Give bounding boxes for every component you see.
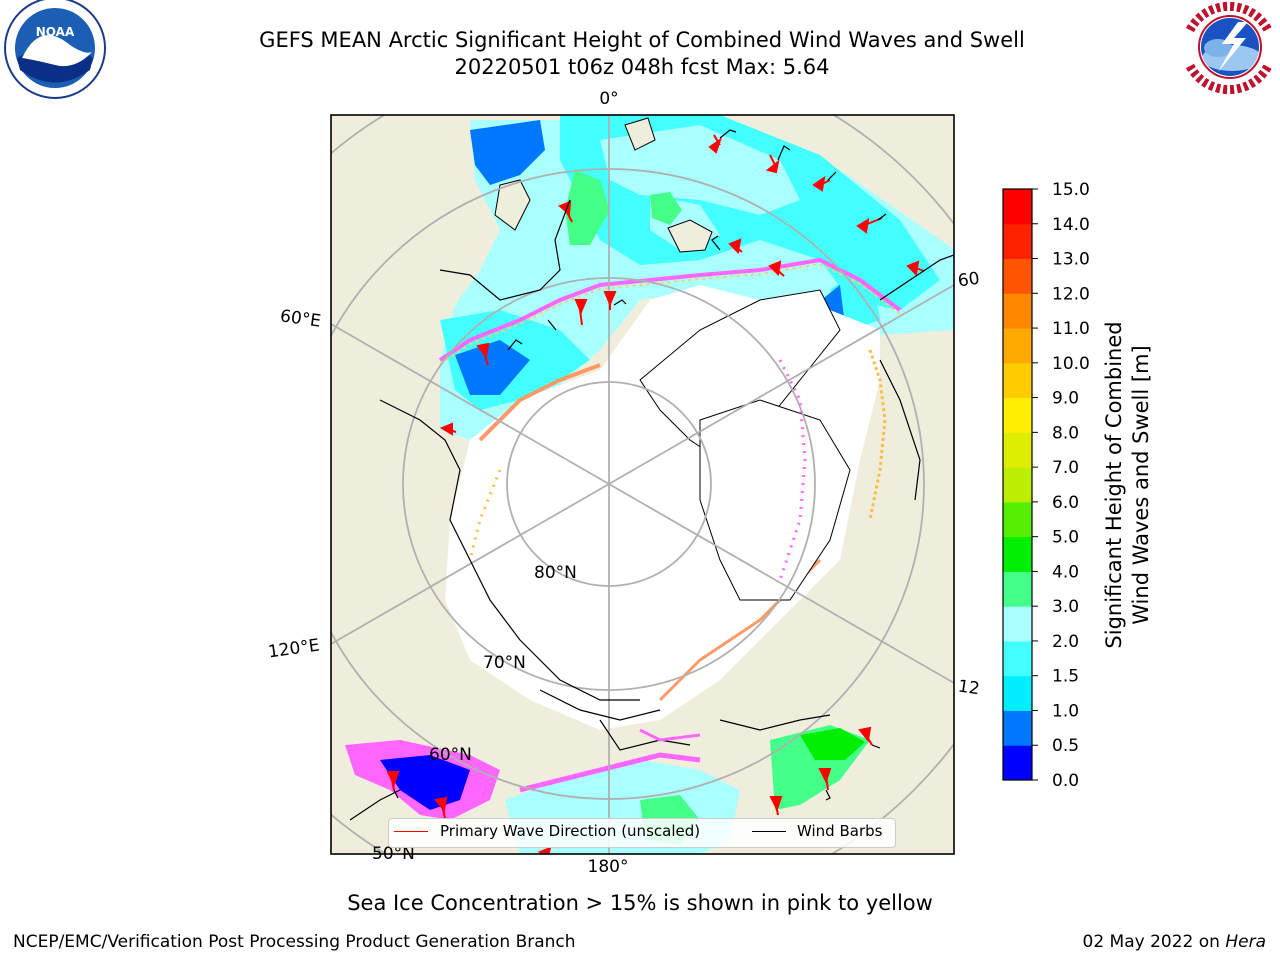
colorbar: 0.0 0.5 1.0 1.5 2.0 3.0 4.0 5.0 6.0 7.0 8.0 9.0 10.0… xyxy=(1002,180,1090,791)
colorbar-tick-label: 1.0 xyxy=(1052,701,1079,721)
wave-direction-legend-line xyxy=(394,831,428,832)
colorbar-segment xyxy=(1003,223,1032,260)
wind-barbs-legend-label: Wind Barbs xyxy=(797,822,883,840)
wave-direction-arrows xyxy=(386,134,925,854)
colorbar-tick-label: 3.0 xyxy=(1052,597,1079,617)
lat-label-50n: 50°N xyxy=(372,844,415,864)
colorbar-segment xyxy=(1003,606,1032,642)
colorbar-segment xyxy=(1003,571,1032,607)
colorbar-segment xyxy=(1003,258,1032,294)
map-area xyxy=(331,115,954,854)
colorbar-tick-label: 0.5 xyxy=(1052,736,1079,756)
colorbar-tick-label: 13.0 xyxy=(1052,250,1090,270)
colorbar-tick-label: 10.0 xyxy=(1052,354,1090,374)
wind-barbs xyxy=(393,129,887,801)
colorbar-tick-label: 14.0 xyxy=(1052,215,1090,235)
colorbar-tick-label: 2.0 xyxy=(1052,632,1079,652)
lon-label-60w: 60°W xyxy=(956,268,982,292)
colorbar-tick-label: 5.0 xyxy=(1052,528,1079,548)
wave-direction-legend-label: Primary Wave Direction (unscaled) xyxy=(440,822,701,840)
lat-label-60n: 60°N xyxy=(429,745,472,765)
lat-label-70n: 70°N xyxy=(483,653,526,673)
colorbar-segment xyxy=(1003,745,1032,781)
colorbar-segment xyxy=(1003,536,1032,572)
colorbar-segment xyxy=(1003,397,1032,433)
colorbar-segment xyxy=(1003,362,1032,399)
lat-label-80n: 80°N xyxy=(534,563,577,583)
colorbar-tick-label: 11.0 xyxy=(1052,319,1090,339)
lon-label-120w: 120° xyxy=(956,676,982,700)
colorbar-tick-label: 7.0 xyxy=(1052,458,1079,478)
colorbar-label-line1: Significant Height of Combined xyxy=(1102,321,1126,649)
colorbar-segment xyxy=(1003,467,1032,503)
footer-date-text: 02 May 2022 on xyxy=(1082,932,1226,952)
noaa-logo: NOAA xyxy=(4,0,106,99)
footer-date: 02 May 2022 on Hera xyxy=(1083,932,1267,952)
colorbar-tick-label: 1.5 xyxy=(1052,667,1079,687)
colorbar-frame xyxy=(1002,188,1033,781)
map-legend xyxy=(388,818,896,848)
colorbar-label: Significant Height of Combined Wind Wave… xyxy=(1101,321,1155,648)
lon-label-180: 180° xyxy=(587,857,629,877)
map-frame xyxy=(330,114,955,855)
colorbar-segment xyxy=(1003,328,1032,364)
colorbar-tick-label: 9.0 xyxy=(1052,389,1079,409)
svg-text:NOAA: NOAA xyxy=(36,25,75,39)
colorbar-label-line2: Wind Waves and Swell [m] xyxy=(1129,345,1153,625)
colorbar-segment xyxy=(1003,640,1032,677)
sea-ice-edge xyxy=(468,349,887,742)
coastlines xyxy=(349,199,954,821)
footer-machine: Hera xyxy=(1225,932,1266,952)
colorbar-tick-label: 0.0 xyxy=(1052,771,1079,791)
colorbar-segment xyxy=(1003,293,1032,329)
colorbar-tick-label: 15.0 xyxy=(1052,180,1090,200)
colorbar-tick-label: 12.0 xyxy=(1052,284,1090,304)
colorbar-segment xyxy=(1003,675,1032,711)
nws-logo xyxy=(1182,0,1278,95)
wind-barbs-legend-line xyxy=(752,831,786,832)
footer-organization: NCEP/EMC/Verification Post Processing Pr… xyxy=(13,932,576,952)
map-title: GEFS MEAN Arctic Significant Height of C… xyxy=(259,28,1025,52)
colorbar-segment xyxy=(1003,501,1032,538)
colorbar-tick-label: 8.0 xyxy=(1052,423,1079,443)
lon-label-0: 0° xyxy=(599,89,619,109)
map-graticule xyxy=(331,115,954,854)
colorbar-tick-label: 4.0 xyxy=(1052,562,1079,582)
map-forecast-info: 20220501 t06z 048h fcst Max: 5.64 xyxy=(454,55,830,79)
colorbar-segment xyxy=(1003,432,1032,468)
colorbar-segment xyxy=(1003,710,1032,746)
colorbar-tick-label: 6.0 xyxy=(1052,493,1079,513)
colorbar-segment xyxy=(1003,189,1032,225)
sea-ice-note: Sea Ice Concentration > 15% is shown in … xyxy=(347,891,933,915)
